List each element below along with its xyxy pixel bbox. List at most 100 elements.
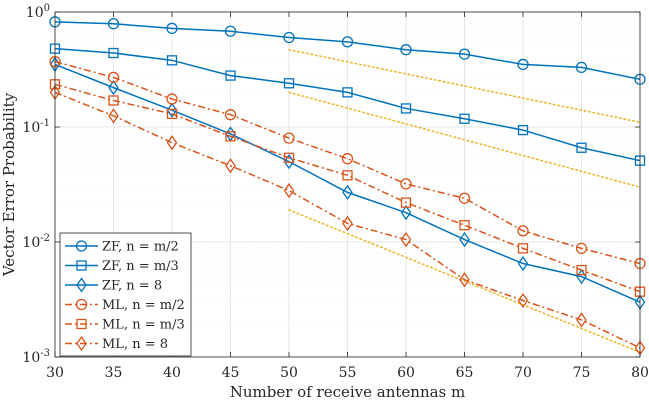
y-axis-label: Vector Error Probability — [0, 92, 18, 277]
x-tick-label: 30 — [46, 365, 64, 381]
ticks — [54, 11, 641, 358]
legend-entry: ML, n = m/3 — [65, 318, 185, 333]
data-point — [458, 48, 471, 60]
data-point — [400, 178, 412, 190]
legend-label: ZF, n = m/3 — [102, 259, 179, 274]
data-point — [108, 47, 119, 59]
x-tick-label: 80 — [631, 365, 649, 381]
x-tick-label: 65 — [456, 365, 474, 381]
data-point — [283, 153, 295, 170]
data-point — [225, 70, 236, 81]
y-tick-labels: 100 10-1 10-2 10-3 — [22, 3, 50, 366]
data-point — [166, 108, 178, 120]
data-point — [107, 71, 120, 84]
legend-label: ML, n = 8 — [102, 337, 168, 352]
data-point — [108, 95, 119, 106]
y-tick-label: 10-1 — [22, 118, 50, 136]
x-axis-label: Number of receive antennas m — [230, 383, 465, 401]
x-tick-label: 45 — [222, 365, 240, 381]
series-line — [54, 91, 641, 349]
data-point — [225, 158, 236, 174]
legend-label: ZF, n = m/2 — [102, 240, 179, 255]
data-point — [166, 93, 178, 105]
legend-label: ZF, n = 8 — [102, 279, 162, 294]
x-tick-label: 60 — [397, 365, 415, 381]
series-line — [54, 83, 641, 293]
series-5 — [49, 79, 646, 297]
data-point — [283, 78, 295, 89]
data-point — [224, 109, 237, 121]
data-point — [342, 215, 353, 232]
data-point — [283, 152, 295, 163]
data-point — [283, 31, 295, 44]
data-point — [400, 197, 412, 208]
data-point — [517, 225, 529, 237]
x-tick-label: 40 — [163, 365, 181, 381]
series-line — [54, 47, 641, 162]
data-point — [458, 192, 471, 204]
legend-marker — [75, 298, 88, 311]
data-point — [108, 108, 119, 124]
reference-lines — [288, 48, 641, 353]
data-point — [224, 25, 237, 37]
series-line — [54, 21, 641, 81]
legend-entry: ML, n = 8 — [65, 335, 168, 352]
data-point — [166, 22, 178, 35]
legend-label: ML, n = m/3 — [102, 318, 185, 333]
data-point — [166, 135, 178, 151]
data-point — [342, 87, 353, 98]
series-4 — [49, 56, 646, 270]
legend: ZF, n = m/2 ZF, n = m/3 ZF, n = 8 ML, n = m… — [59, 232, 192, 357]
y-tick-label: 10-2 — [22, 233, 50, 251]
legend-entry: ZF, n = m/2 — [65, 240, 179, 255]
data-point — [283, 182, 295, 199]
data-point — [459, 220, 470, 231]
x-tick-labels: 30 35 40 45 50 55 60 65 70 75 80 — [46, 365, 649, 381]
data-point — [575, 242, 588, 255]
data-point — [108, 79, 119, 96]
data-point — [341, 153, 354, 165]
legend-entry: ZF, n = m/3 — [65, 259, 179, 274]
series-6 — [49, 84, 646, 356]
reference-line — [288, 91, 641, 188]
data-point — [517, 124, 529, 136]
data-point — [576, 264, 587, 276]
reference-line — [288, 48, 641, 123]
legend-marker — [75, 240, 88, 252]
y-tick-label: 100 — [26, 3, 50, 21]
data-point — [459, 231, 470, 248]
series-2 — [49, 43, 646, 166]
legend-marker — [76, 277, 87, 293]
data-point — [400, 103, 412, 114]
data-point — [459, 113, 470, 124]
legend-marker — [76, 335, 87, 352]
legend-entry: ML, n = m/2 — [65, 298, 185, 313]
data-point — [400, 44, 412, 56]
data-point — [225, 131, 236, 142]
y-tick-label: 10-3 — [22, 348, 50, 366]
data-point — [517, 243, 529, 254]
data-point — [575, 61, 588, 74]
data-point — [342, 184, 353, 201]
x-tick-label: 70 — [514, 365, 532, 381]
data-point — [400, 231, 412, 248]
x-tick-label: 50 — [280, 365, 298, 381]
legend-entry: ZF, n = 8 — [65, 277, 162, 294]
x-tick-label: 35 — [105, 365, 123, 381]
legend-label: ML, n = m/2 — [102, 298, 185, 313]
x-tick-label: 55 — [339, 365, 357, 381]
data-point — [517, 292, 529, 309]
legend-marker — [76, 260, 87, 271]
data-point — [107, 18, 120, 30]
data-point — [400, 205, 412, 221]
legend-box — [59, 232, 192, 357]
data-series — [49, 16, 646, 356]
reference-line — [288, 209, 641, 353]
data-point — [166, 102, 178, 118]
data-point — [342, 170, 353, 181]
data-point — [517, 255, 529, 272]
data-point — [517, 58, 529, 71]
data-point — [283, 132, 295, 144]
series-line — [54, 63, 641, 303]
